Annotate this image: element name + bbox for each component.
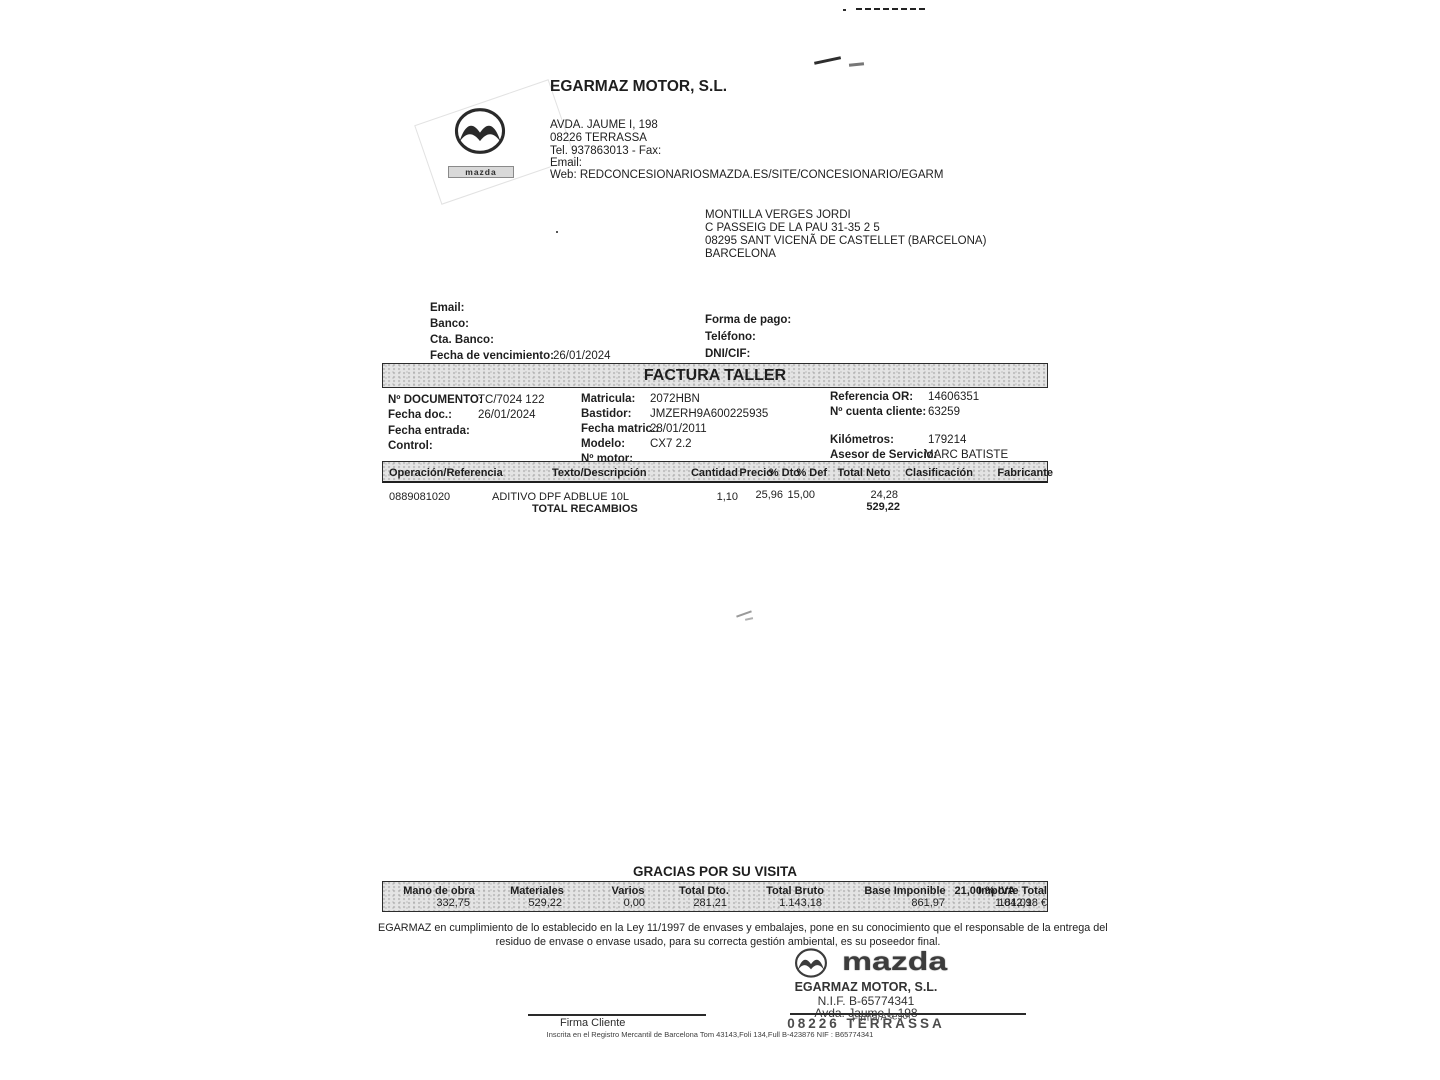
customer-city: BARCELONA [705, 248, 776, 260]
item-dto: 15,00 [787, 489, 815, 501]
col-precio: Precio [739, 467, 773, 479]
item-ref: 0889081020 [389, 491, 451, 503]
vencimiento-value: 26/01/2024 [553, 350, 611, 362]
total-recambios-label: TOTAL RECAMBIOS [532, 503, 638, 515]
kilometros-value: 179214 [928, 434, 967, 446]
referencia-or-value: 14606351 [928, 391, 980, 403]
company-address-line: AVDA. JAUME I, 198 [550, 119, 658, 131]
num-documento-value: TC/7024 122 [478, 394, 545, 406]
scan-artifact-smudge [736, 610, 752, 618]
total-label-importe-total: Importe Total [978, 885, 1047, 897]
cuenta-cliente-value: 63259 [928, 406, 960, 418]
bastidor-value: JMZERH9A600225935 [650, 408, 769, 420]
mazda-logo-icon [792, 947, 834, 979]
kilometros-label: Kilómetros: [830, 434, 894, 446]
control-label: Control: [388, 440, 433, 452]
total-label-total-dto: Total Dto. [679, 885, 729, 897]
item-precio: 25,96 [755, 489, 783, 501]
company-address-line: 08226 TERRASSA [550, 132, 647, 144]
fecha-entrada-label: Fecha entrada: [388, 425, 470, 437]
total-value-iva: 181,01 [998, 897, 1032, 909]
scan-artifact-dot [556, 231, 558, 233]
cuenta-cliente-label: Nº cuenta cliente: [830, 406, 927, 418]
asesor-label: Asesor de Servicio: [830, 449, 938, 461]
invoice-title: FACTURA TALLER [643, 367, 787, 384]
scan-artifact-smudge [744, 617, 754, 621]
fecha-matric-value: 28/01/2011 [650, 423, 707, 435]
col-dto: % Dto [768, 467, 800, 479]
invoice-title-band [382, 363, 1048, 388]
dni-cif-label: DNI/CIF: [705, 348, 751, 360]
scan-artifact-smudge [814, 56, 841, 65]
total-label-varios: Varios [611, 885, 645, 897]
total-recambios-value: 529,22 [866, 501, 900, 513]
modelo-label: Modelo: [581, 438, 626, 450]
matricula-label: Matricula: [581, 393, 636, 405]
scan-artifact-dot [843, 9, 846, 11]
stamp-city: 08226 TERRASSA [787, 1016, 945, 1031]
forma-pago-label: Forma de pago: [705, 314, 792, 326]
modelo-value: CX7 2.2 [650, 438, 692, 450]
num-documento-label: Nº DOCUMENTO: [388, 394, 483, 406]
stamp-nif: N.I.F. B-65774341 [817, 994, 915, 1008]
mazda-logo-icon [452, 102, 508, 160]
col-texto-descripcion: Texto/Descripción [552, 467, 647, 479]
telefono-label: Teléfono: [705, 331, 756, 343]
asesor-value: MARC BATISTE [924, 449, 1009, 461]
company-email-line: Email: [550, 157, 582, 169]
total-value-base-imponible: 861,97 [911, 897, 945, 909]
fecha-doc-label: Fecha doc.: [388, 409, 452, 421]
registry-fine-print: Inscrita en el Registro Mercantil de Bar… [546, 1030, 874, 1039]
total-value-importe-total: 1.042,98 € [995, 897, 1047, 909]
total-label-mano-de-obra: Mano de obra [403, 885, 475, 897]
disclaimer-line1: EGARMAZ en cumplimiento de lo establecid… [378, 922, 1108, 934]
total-value-total-dto: 281,21 [693, 897, 727, 909]
fecha-matric-label: Fecha matric.: [581, 423, 659, 435]
bastidor-label: Bastidor: [581, 408, 632, 420]
col-def: % Def [796, 467, 827, 479]
mazda-wordmark: mazda [842, 946, 948, 976]
item-total-neto: 24,28 [870, 489, 898, 501]
totals-band [382, 881, 1048, 912]
total-label-materiales: Materiales [510, 885, 564, 897]
customer-address-line: 08295 SANT VICENÃ DE CASTELLET (BARCELON… [705, 235, 987, 247]
matricula-value: 2072HBN [650, 393, 700, 405]
vencimiento-label: Fecha de vencimiento: [430, 350, 554, 362]
company-name: EGARMAZ MOTOR, S.L. [550, 78, 728, 95]
banco-label: Banco: [430, 318, 469, 330]
mazda-wordmark-small: mazda [448, 166, 514, 178]
item-cantidad: 1,10 [716, 491, 738, 503]
fecha-doc-value: 26/01/2024 [478, 409, 536, 421]
scan-artifact-line [856, 8, 928, 10]
total-label-total-bruto: Total Bruto [766, 885, 824, 897]
company-phone-line: Tel. 937863013 - Fax: [550, 145, 662, 157]
total-label-base-imponible: Base Imponible [864, 885, 946, 897]
firma-cliente-label: Firma Cliente [560, 1017, 626, 1029]
referencia-or-label: Referencia OR: [830, 391, 914, 403]
firma-cliente-line [528, 1014, 706, 1016]
col-total-neto: Total Neto [837, 467, 891, 479]
disclaimer-line2: residuo de envase o envase usado, para s… [495, 936, 941, 948]
email-label: Email: [430, 302, 465, 314]
company-web-line: Web: REDCONCESIONARIOSMAZDA.ES/SITE/CONC… [550, 169, 944, 181]
stamp-company-name: EGARMAZ MOTOR, S.L. [794, 980, 938, 994]
firma-asesor-line [790, 1013, 1026, 1015]
items-header-band [382, 461, 1048, 483]
cta-banco-label: Cta. Banco: [430, 334, 494, 346]
scan-artifact-smudge [848, 62, 865, 67]
total-value-varios: 0,00 [623, 897, 645, 909]
total-value-mano-de-obra: 332,75 [436, 897, 470, 909]
customer-address-line: C PASSEIG DE LA PAU 31-35 2 5 [705, 222, 880, 234]
col-cantidad: Cantidad [690, 467, 738, 479]
gracias-title: GRACIAS POR SU VISITA [632, 864, 798, 879]
total-value-total-bruto: 1.143,18 [779, 897, 822, 909]
item-desc: ADITIVO DPF ADBLUE 10L [492, 491, 629, 503]
total-value-materiales: 529,22 [528, 897, 562, 909]
col-clasificacion: Clasificación [905, 467, 973, 479]
total-label-iva: 21,00 % IVA [954, 885, 1016, 897]
customer-name: MONTILLA VERGES JORDI [705, 209, 851, 221]
col-operacion-referencia: Operación/Referencia [389, 467, 503, 479]
col-fabricante: Fabricante [997, 467, 1053, 479]
